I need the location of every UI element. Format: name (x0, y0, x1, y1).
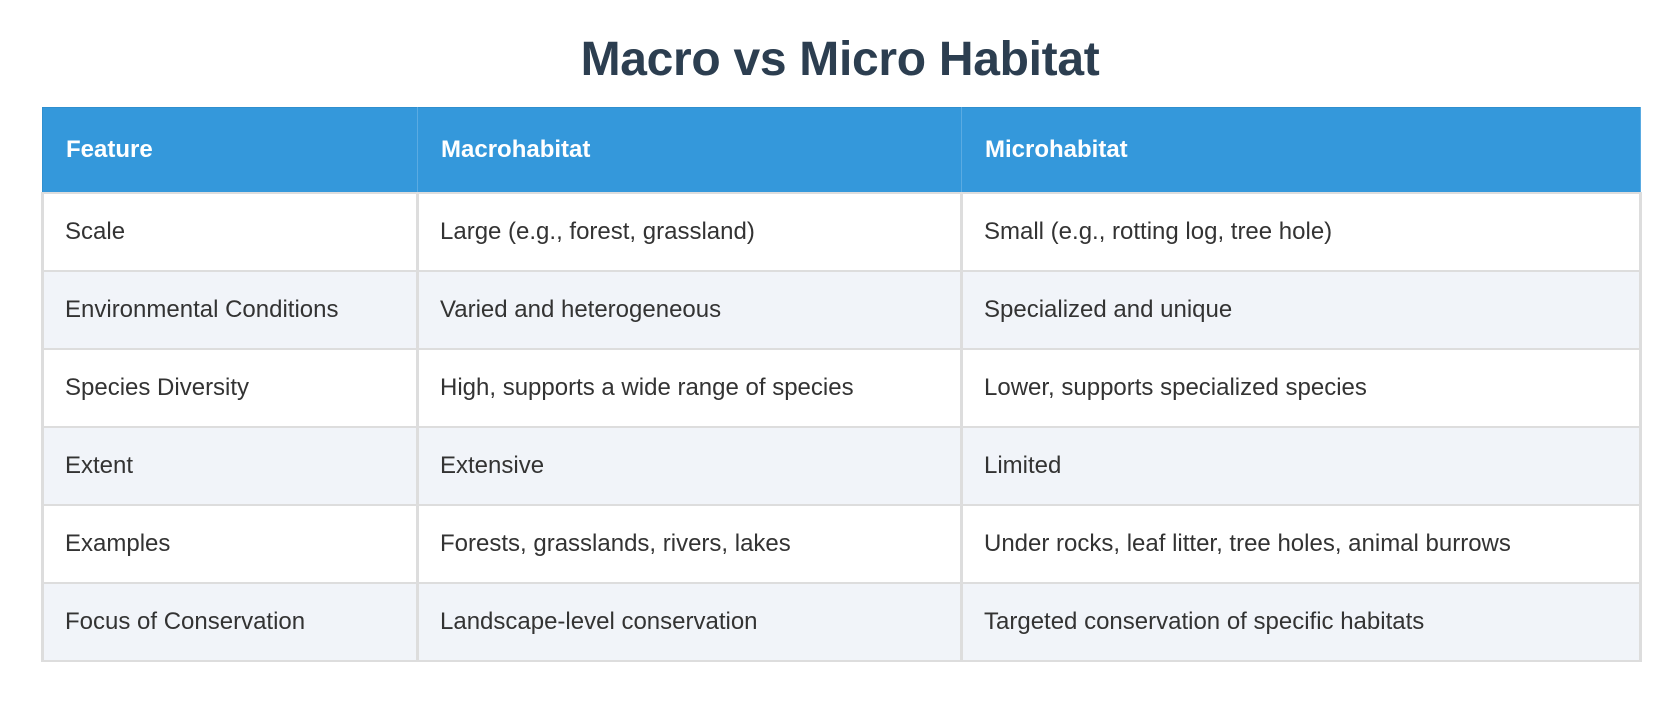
table-row: Environmental Conditions Varied and hete… (41, 269, 1642, 350)
cell-macrohabitat: Extensive (416, 425, 963, 506)
cell-macrohabitat: Varied and heterogeneous (416, 269, 963, 350)
header-macrohabitat: Macrohabitat (417, 107, 962, 193)
cell-microhabitat: Small (e.g., rotting log, tree hole) (960, 191, 1642, 272)
cell-macrohabitat: Landscape-level conservation (416, 581, 963, 662)
table-row: Focus of Conservation Landscape-level co… (41, 581, 1642, 662)
header-microhabitat: Microhabitat (961, 107, 1641, 193)
cell-macrohabitat: Large (e.g., forest, grassland) (416, 191, 963, 272)
table-row: Examples Forests, grasslands, rivers, la… (41, 503, 1642, 584)
cell-microhabitat: Limited (960, 425, 1642, 506)
table-row: Species Diversity High, supports a wide … (41, 347, 1642, 428)
cell-microhabitat: Specialized and unique (960, 269, 1642, 350)
table-row: Scale Large (e.g., forest, grassland) Sm… (41, 191, 1642, 272)
header-feature: Feature (42, 107, 418, 193)
cell-microhabitat: Lower, supports specialized species (960, 347, 1642, 428)
page-title: Macro vs Micro Habitat (580, 33, 1100, 86)
cell-feature: Environmental Conditions (41, 269, 419, 350)
cell-microhabitat: Under rocks, leaf litter, tree holes, an… (960, 503, 1642, 584)
table-row: Extent Extensive Limited (41, 425, 1642, 506)
cell-feature: Focus of Conservation (41, 581, 419, 662)
cell-feature: Scale (41, 191, 419, 272)
table-header-row: Feature Macrohabitat Microhabitat (42, 107, 1641, 193)
cell-microhabitat: Targeted conservation of specific habita… (960, 581, 1642, 662)
comparison-table: Feature Macrohabitat Microhabitat Scale … (41, 107, 1642, 662)
cell-feature: Species Diversity (41, 347, 419, 428)
cell-feature: Examples (41, 503, 419, 584)
cell-macrohabitat: High, supports a wide range of species (416, 347, 963, 428)
cell-feature: Extent (41, 425, 419, 506)
cell-macrohabitat: Forests, grasslands, rivers, lakes (416, 503, 963, 584)
